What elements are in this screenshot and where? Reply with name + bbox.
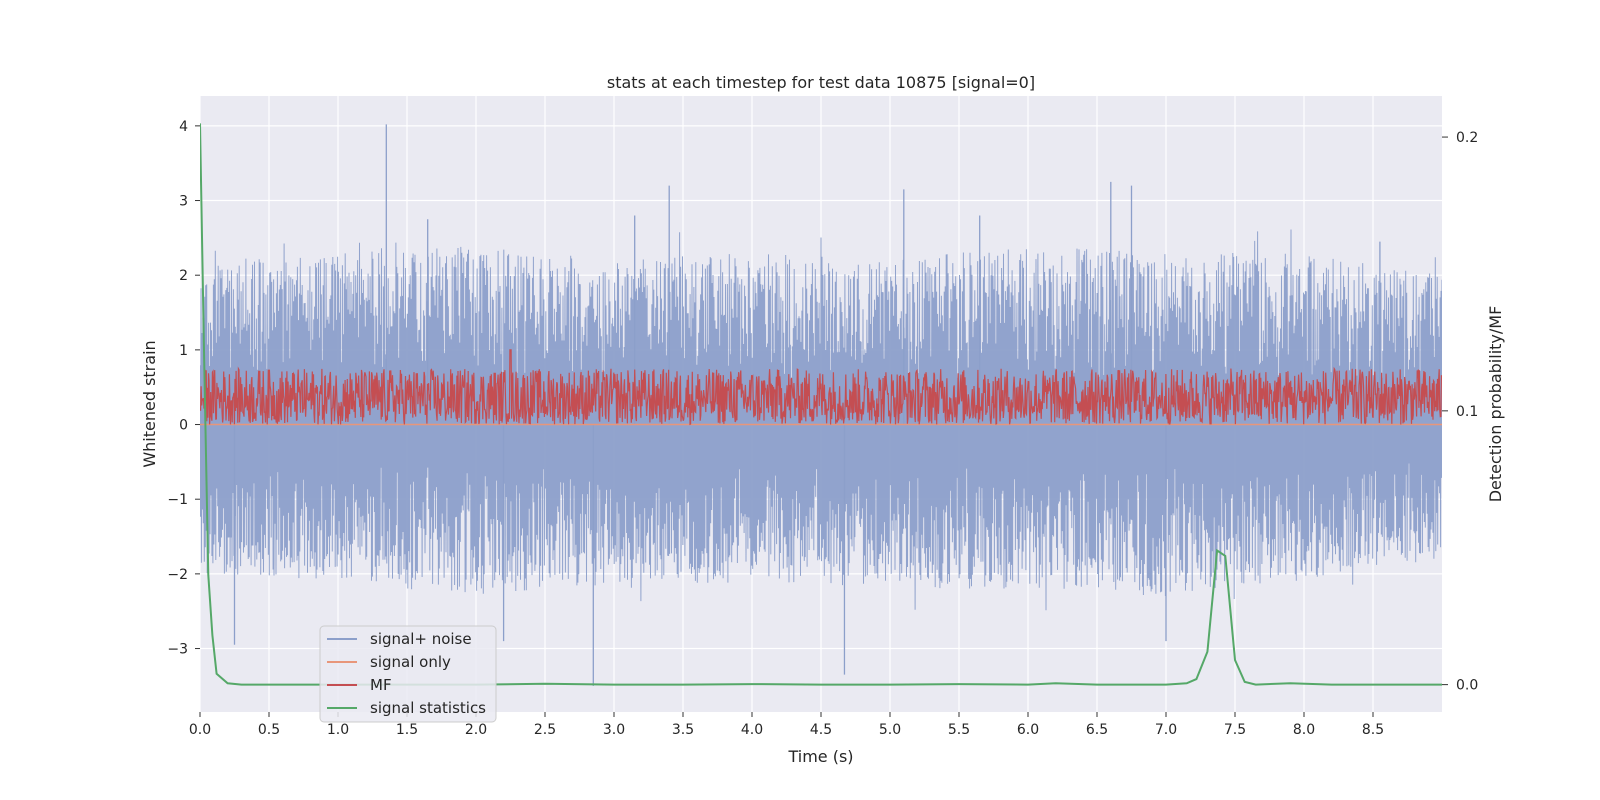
chart-title: stats at each timestep for test data 108… xyxy=(607,73,1035,92)
x-tick-label: 3.0 xyxy=(603,722,625,738)
x-tick-label: 5.5 xyxy=(948,722,970,738)
series-signal-noise-line xyxy=(200,229,1442,611)
y-axis-label: Whitened strain xyxy=(140,340,159,467)
series-signal-statistics-line xyxy=(200,123,1442,686)
x-tick-label: 6.5 xyxy=(1086,722,1108,738)
x-tick-label: 7.5 xyxy=(1224,722,1246,738)
x-axis-label: Time (s) xyxy=(787,747,853,766)
x-tick-label: 7.0 xyxy=(1155,722,1177,738)
legend: signal+ noise signal only MF signal stat… xyxy=(319,625,497,723)
legend-box xyxy=(319,625,497,723)
series-layer xyxy=(200,123,1442,686)
y-right-tick-label: 0.1 xyxy=(1456,404,1478,420)
x-tick-label: 4.5 xyxy=(810,722,832,738)
x-tick-label: 8.5 xyxy=(1362,722,1384,738)
y-tick-label: −1 xyxy=(167,492,188,508)
x-tick-label: 3.5 xyxy=(672,722,694,738)
x-tick-label: 1.0 xyxy=(327,722,349,738)
legend-label-mf: MF xyxy=(370,676,392,694)
x-tick-label: 0.5 xyxy=(258,722,280,738)
x-tick-label: 6.0 xyxy=(1017,722,1039,738)
legend-label-signal-noise: signal+ noise xyxy=(370,630,472,648)
x-tick-label: 4.0 xyxy=(741,722,763,738)
series-mf-line xyxy=(200,349,1442,426)
y-right-axis-label: Detection probability/MF xyxy=(1486,306,1505,503)
y-tick-label: 4 xyxy=(179,119,188,135)
x-tick-label: 2.5 xyxy=(534,722,556,738)
x-tick-label: 8.0 xyxy=(1293,722,1315,738)
x-tick-label: 5.0 xyxy=(879,722,901,738)
y-tick-label: −2 xyxy=(167,567,188,583)
y-tick-label: 1 xyxy=(179,343,188,359)
axes: 0.0 0.5 1.0 1.5 2.0 2.5 3.0 3.5 4.0 4.5 5.0 5.5 6.0 6… xyxy=(167,119,1478,738)
y-tick-label: −3 xyxy=(167,642,188,658)
y-right-tick-label: 0.0 xyxy=(1456,678,1478,694)
y-right-tick-label: 0.2 xyxy=(1456,130,1478,146)
y-tick-label: 2 xyxy=(179,268,188,284)
y-tick-label: 3 xyxy=(179,194,188,210)
x-tick-label: 1.5 xyxy=(396,722,418,738)
x-tick-label: 2.0 xyxy=(465,722,487,738)
x-tick-label: 0.0 xyxy=(189,722,211,738)
legend-label-signal-statistics: signal statistics xyxy=(370,699,486,717)
y-tick-label: 0 xyxy=(179,418,188,434)
legend-label-signal-only: signal only xyxy=(370,653,451,671)
